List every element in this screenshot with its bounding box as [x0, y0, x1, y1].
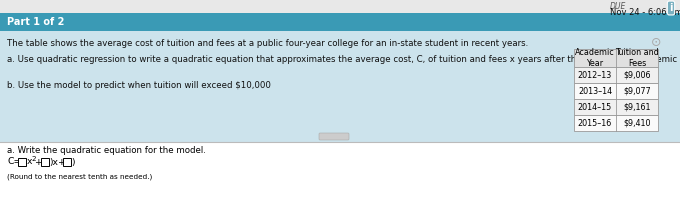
- Bar: [0, 13, 680, 31]
- Bar: [574, 83, 658, 99]
- Text: $9,161: $9,161: [624, 102, 651, 112]
- Text: DUE: DUE: [610, 2, 626, 11]
- Text: Nov 24 - 6:06 am: Nov 24 - 6:06 am: [610, 8, 680, 17]
- Bar: [63, 158, 71, 166]
- Bar: [574, 67, 658, 83]
- Bar: [574, 99, 658, 115]
- Text: $9,410: $9,410: [624, 119, 651, 127]
- Text: b. Use the model to predict when tuition will exceed $10,000: b. Use the model to predict when tuition…: [7, 81, 271, 90]
- Text: (Round to the nearest tenth as needed.): (Round to the nearest tenth as needed.): [7, 174, 152, 180]
- Text: a. Use quadratic regression to write a quadratic equation that approximates the : a. Use quadratic regression to write a q…: [7, 55, 680, 64]
- Bar: [18, 158, 26, 166]
- Text: Academic
Year: Academic Year: [575, 48, 615, 68]
- Bar: [574, 115, 658, 131]
- Bar: [41, 158, 49, 166]
- Text: 2012–13: 2012–13: [578, 71, 612, 80]
- Bar: [0, 31, 680, 142]
- FancyBboxPatch shape: [319, 133, 349, 140]
- Text: 2014–15: 2014–15: [578, 102, 612, 112]
- Text: $9,077: $9,077: [623, 86, 651, 96]
- Text: C=: C=: [7, 157, 21, 166]
- Text: i: i: [669, 3, 673, 13]
- Text: x: x: [27, 157, 33, 166]
- Text: 2: 2: [31, 156, 35, 162]
- Text: ⊙: ⊙: [651, 36, 661, 49]
- Text: ): ): [71, 157, 75, 166]
- Text: )x+(: )x+(: [49, 157, 69, 166]
- Text: a. Write the quadratic equation for the model.: a. Write the quadratic equation for the …: [7, 146, 206, 155]
- Text: Tuition and
Fees: Tuition and Fees: [615, 48, 659, 68]
- Text: $9,006: $9,006: [624, 71, 651, 80]
- Bar: [574, 49, 658, 67]
- Text: +(: +(: [34, 157, 46, 166]
- Text: Part 1 of 2: Part 1 of 2: [7, 17, 65, 27]
- Text: The table shows the average cost of tuition and fees at a public four-year colle: The table shows the average cost of tuit…: [7, 39, 528, 48]
- Text: 2015–16: 2015–16: [578, 119, 612, 127]
- Bar: [0, 142, 680, 197]
- Bar: [0, 0, 680, 13]
- Text: 2013–14: 2013–14: [578, 86, 612, 96]
